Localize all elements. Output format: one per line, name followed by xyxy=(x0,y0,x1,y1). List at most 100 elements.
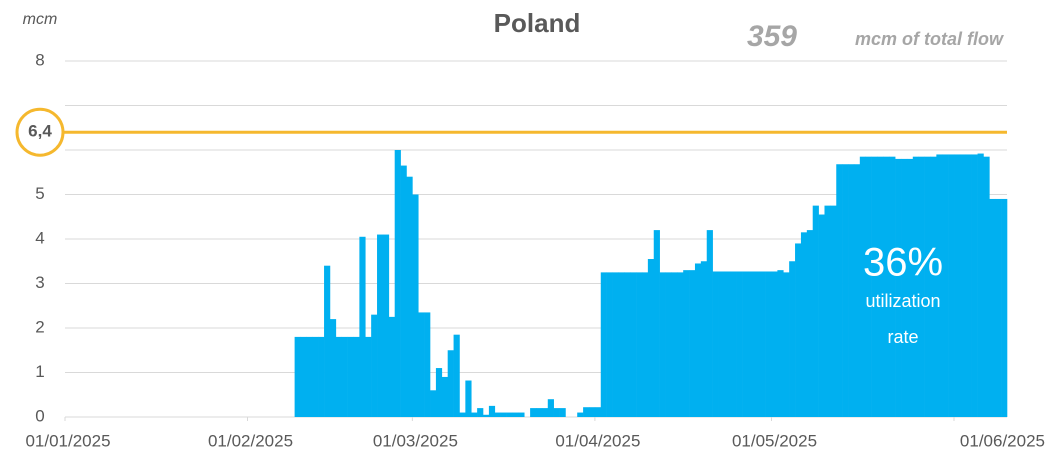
bar xyxy=(541,408,549,417)
bar xyxy=(636,272,643,417)
bar xyxy=(865,156,872,418)
bar xyxy=(406,176,413,417)
bar xyxy=(789,261,796,417)
bar xyxy=(942,154,949,417)
bar xyxy=(435,368,443,417)
bar xyxy=(747,271,755,417)
bar xyxy=(618,272,625,417)
bar xyxy=(853,164,861,417)
bar xyxy=(995,198,1002,417)
bar xyxy=(329,319,337,417)
bar xyxy=(824,205,831,417)
bar xyxy=(583,407,590,417)
bar xyxy=(859,156,866,418)
bar xyxy=(347,336,354,417)
bar xyxy=(388,316,395,417)
bar xyxy=(842,164,849,417)
bar xyxy=(553,408,560,417)
x-tick-label: 01/06/2025 xyxy=(960,431,1045,450)
bar xyxy=(736,271,743,417)
bar xyxy=(394,150,401,417)
bar xyxy=(359,236,366,417)
bar xyxy=(377,234,384,417)
bar xyxy=(871,156,878,418)
bar xyxy=(418,312,425,417)
bar xyxy=(1001,198,1008,417)
bar xyxy=(977,153,984,417)
y-tick-label: 5 xyxy=(35,184,44,203)
chart-title: Poland xyxy=(494,8,581,38)
bar xyxy=(718,271,725,417)
bar xyxy=(706,230,713,417)
bar xyxy=(630,272,637,417)
bar xyxy=(365,336,372,417)
y-tick-label: 0 xyxy=(35,406,44,425)
bar xyxy=(294,336,301,417)
bar xyxy=(483,414,490,417)
reference-marker xyxy=(15,107,65,157)
bar xyxy=(453,334,460,417)
bar xyxy=(430,390,437,417)
bar xyxy=(588,407,596,417)
bar xyxy=(300,336,307,417)
bar xyxy=(806,230,814,417)
bar xyxy=(606,272,613,417)
bar xyxy=(371,314,378,417)
bar xyxy=(989,198,996,417)
bar xyxy=(877,156,884,418)
bar xyxy=(930,156,937,418)
bar xyxy=(665,272,672,417)
bar xyxy=(694,263,702,417)
bar xyxy=(918,156,925,418)
bar xyxy=(683,270,690,417)
bar xyxy=(795,243,802,417)
bar xyxy=(753,271,761,417)
bar xyxy=(848,164,855,417)
bar xyxy=(906,158,914,417)
bar xyxy=(771,271,778,417)
bar xyxy=(889,156,896,418)
bar xyxy=(506,412,513,417)
bar xyxy=(765,271,772,417)
bar xyxy=(954,154,961,417)
y-axis-label: mcm xyxy=(23,11,58,28)
x-tick-label: 01/05/2025 xyxy=(732,431,817,450)
bar xyxy=(471,412,478,417)
x-tick-label: 01/04/2025 xyxy=(555,431,640,450)
bar xyxy=(559,408,566,417)
bar xyxy=(494,412,501,417)
bar xyxy=(836,164,843,417)
bar xyxy=(830,205,837,417)
bar xyxy=(959,154,967,417)
bar xyxy=(600,272,607,417)
bar xyxy=(818,214,825,417)
bar xyxy=(412,194,419,417)
bar xyxy=(312,336,319,417)
bar xyxy=(400,165,407,417)
y-tick-label: 2 xyxy=(35,317,44,336)
bar xyxy=(971,154,978,417)
bar xyxy=(488,405,496,417)
bar xyxy=(624,272,631,417)
bar xyxy=(783,272,790,417)
bar xyxy=(477,408,484,417)
bar xyxy=(800,232,808,417)
bar xyxy=(641,272,649,417)
bar xyxy=(382,234,390,417)
bar xyxy=(512,412,519,417)
x-tick-label: 01/02/2025 xyxy=(208,431,293,450)
bar xyxy=(465,380,472,417)
annotation-line: rate xyxy=(887,327,918,347)
x-tick-label: 01/01/2025 xyxy=(25,431,110,450)
bar xyxy=(965,154,972,417)
bar xyxy=(500,412,507,417)
y-tick-label: 1 xyxy=(35,362,44,381)
bar xyxy=(689,270,696,417)
annotation-value: 36% xyxy=(863,241,943,285)
bar xyxy=(983,156,990,418)
bar xyxy=(936,154,943,417)
annotation-line: utilization xyxy=(865,291,940,311)
bar xyxy=(653,230,660,417)
bar xyxy=(712,271,719,417)
